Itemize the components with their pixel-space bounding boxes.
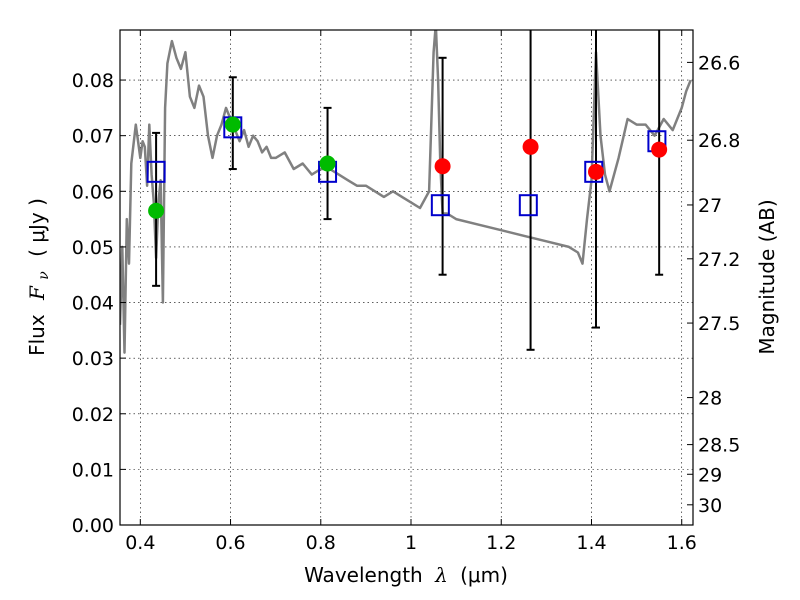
y-tick-label: 0.08 bbox=[72, 70, 114, 92]
y-axis-subscript: ν bbox=[36, 271, 52, 280]
model-photometry-square bbox=[146, 160, 166, 183]
detection-point bbox=[224, 116, 241, 133]
mag-tick-label: 30 bbox=[698, 495, 722, 517]
x-tick-label: 1 bbox=[405, 532, 417, 554]
upper-limit-point bbox=[522, 138, 539, 155]
plot-frame bbox=[119, 29, 694, 526]
x-tick-label: 1.4 bbox=[576, 532, 606, 554]
upper-limit-point bbox=[651, 141, 668, 158]
model-photometry-square bbox=[518, 194, 538, 217]
mag-tick-label: 27 bbox=[698, 195, 722, 217]
mag-tick-label: 28 bbox=[698, 388, 722, 410]
y-axis-symbol: F bbox=[25, 285, 49, 301]
x-tick-label: 0.4 bbox=[125, 532, 155, 554]
spectrum-line bbox=[120, 30, 692, 354]
upper-limit-point bbox=[434, 158, 451, 175]
y-axis-title: Flux F ν ( μJy ) bbox=[25, 198, 53, 356]
mag-tick-label: 29 bbox=[698, 464, 722, 486]
upper-limit-point bbox=[587, 163, 604, 180]
mag-tick-label: 26.8 bbox=[698, 130, 740, 152]
y-tick-label: 0.03 bbox=[72, 348, 114, 370]
x-axis-symbol: λ bbox=[434, 563, 448, 587]
detection-point bbox=[148, 202, 165, 219]
series-layer bbox=[120, 30, 692, 354]
y-tick-label: 0.06 bbox=[72, 181, 114, 203]
x-axis-title: Wavelength λ (μm) bbox=[304, 563, 508, 587]
y-tick-label: 0.00 bbox=[72, 515, 114, 537]
x-tick-label: 1.6 bbox=[667, 532, 697, 554]
mag-tick-label: 28.5 bbox=[698, 435, 740, 457]
y-tick-label: 0.01 bbox=[72, 459, 114, 481]
y-tick-label: 0.07 bbox=[72, 126, 114, 148]
detection-point bbox=[319, 155, 336, 172]
x-axis-label: Wavelength bbox=[304, 563, 423, 587]
model-photometry-square bbox=[430, 194, 450, 217]
y-tick-label: 0.04 bbox=[72, 293, 114, 315]
mag-tick-label: 26.6 bbox=[698, 52, 740, 74]
mag-tick-label: 27.5 bbox=[698, 313, 740, 335]
axis-ticks: 0.4 0.6 0.8 1 1.2 1.4 1.6 0.00 0.01 0.02 0.03 0.04 0… bbox=[72, 30, 740, 554]
x-tick-label: 0.8 bbox=[306, 532, 336, 554]
mag-tick-label: 27.2 bbox=[698, 249, 740, 271]
x-tick-label: 0.6 bbox=[215, 532, 245, 554]
y2-axis-title: Magnitude (AB) bbox=[755, 199, 779, 354]
y-tick-label: 0.02 bbox=[72, 404, 114, 426]
x-axis-unit: (μm) bbox=[460, 563, 508, 587]
y-axis-unit: ( μJy ) bbox=[25, 198, 49, 257]
y-tick-label: 0.05 bbox=[72, 237, 114, 259]
y-axis-label: Flux bbox=[25, 314, 49, 356]
x-tick-label: 1.2 bbox=[486, 532, 516, 554]
